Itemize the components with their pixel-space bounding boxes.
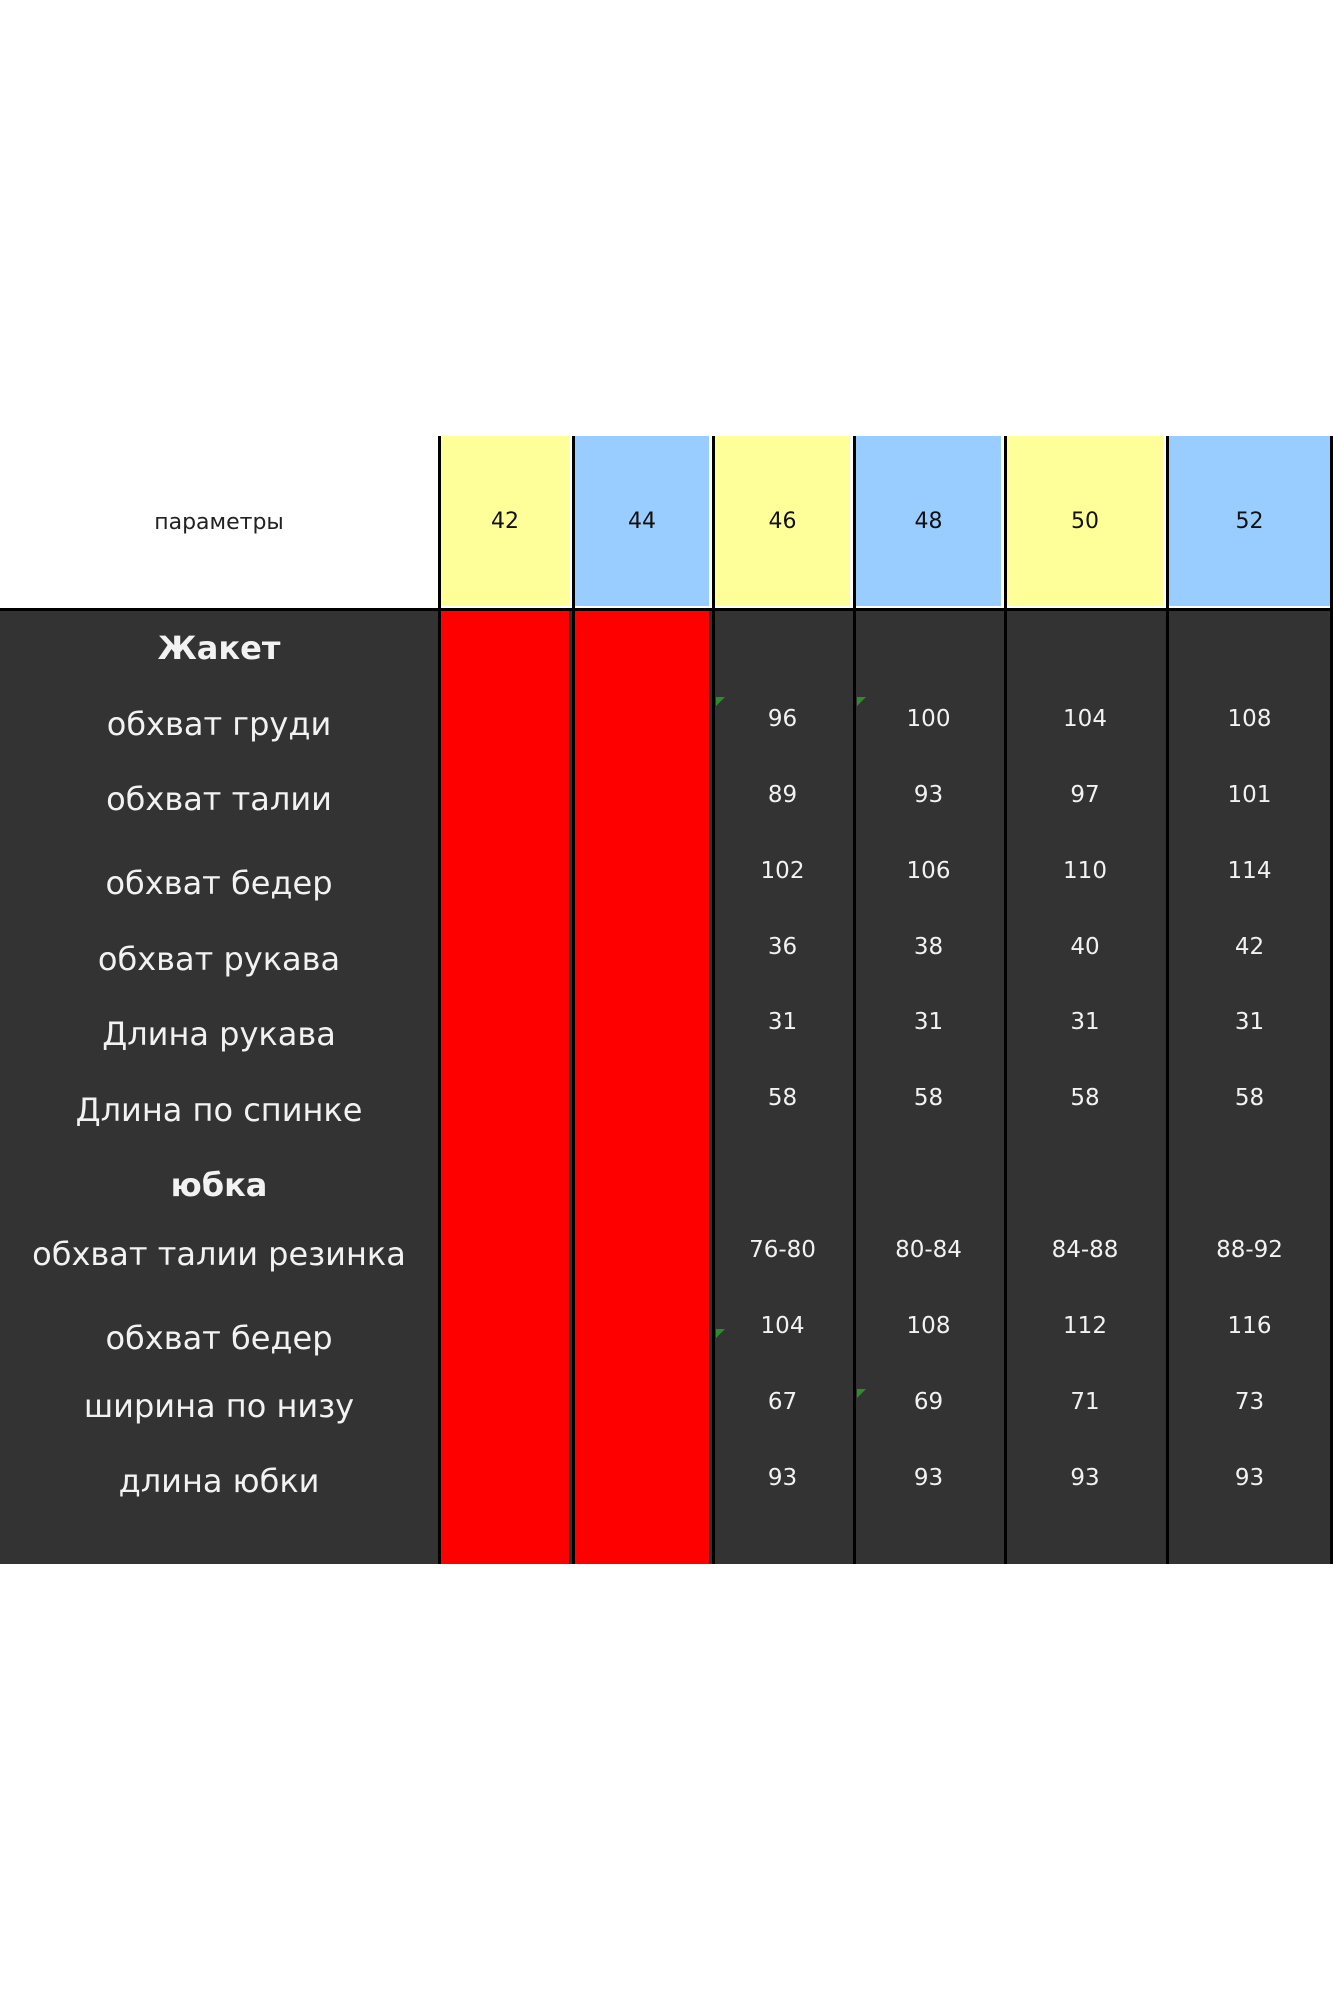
table-cell: 36 [767,934,798,960]
table-cell: 93 [913,1465,944,1491]
table-cell: 31 [913,1009,944,1035]
row-label: Длина рукава [102,1015,336,1053]
table-cell: 93 [913,782,944,808]
table-cell: 108 [1227,706,1272,732]
table-cell: 67 [767,1389,798,1415]
size-header-50: 50 [1007,436,1163,606]
table-cell: 106 [906,858,951,884]
comment-marker-icon [716,1329,725,1338]
table-body: Жакет обхват груди 96 100 104 108 обхват талии… [0,611,1333,1564]
table-cell: 93 [767,1465,798,1491]
table-cell: 101 [1227,782,1272,808]
table-cell: 93 [1234,1465,1265,1491]
table-cell: 110 [1063,858,1107,884]
table-cell: 108 [906,1313,951,1339]
table-cell: 76-80 [749,1237,816,1263]
comment-marker-icon [857,697,866,706]
table-cell: 116 [1227,1313,1272,1339]
table-cell: 84-88 [1051,1237,1119,1263]
unavailable-size-column [575,611,709,1564]
table-header-row: параметры 42 44 46 48 50 52 [0,436,1333,608]
table-cell: 58 [913,1085,944,1111]
comment-marker-icon [716,697,725,706]
table-cell: 96 [767,706,798,732]
table-cell: 40 [1070,934,1100,960]
row-label: обхват талии [106,780,332,818]
table-cell: 58 [767,1085,798,1111]
table-cell: 104 [1063,706,1107,732]
row-label: ширина по низу [83,1387,355,1425]
column-separator [1166,436,1169,1564]
table-cell: 102 [760,858,805,884]
table-cell: 97 [1070,782,1100,808]
table-cell: 114 [1227,858,1272,884]
column-separator [712,436,715,1564]
table-cell: 42 [1234,934,1265,960]
header-divider [0,608,1333,611]
table-cell: 89 [767,782,798,808]
table-cell: 58 [1070,1085,1100,1111]
table-cell: 100 [906,706,951,732]
row-label: Длина по спинке [75,1091,363,1129]
column-separator [1330,436,1333,1564]
table-cell: 58 [1234,1085,1265,1111]
column-separator [853,436,856,1564]
table-cell: 31 [1070,1009,1100,1035]
row-label: длина юбки [118,1462,320,1500]
section-heading: юбка [170,1166,268,1204]
table-cell: 71 [1070,1389,1100,1415]
unavailable-size-column [441,611,569,1564]
size-header-52: 52 [1169,436,1330,606]
table-cell: 73 [1234,1389,1265,1415]
size-header-46: 46 [715,436,850,606]
table-cell: 80-84 [895,1237,962,1263]
size-header-44: 44 [575,436,709,606]
row-label: обхват рукава [97,940,341,978]
table-cell: 31 [1234,1009,1265,1035]
size-header-48: 48 [856,436,1001,606]
table-cell: 38 [913,934,944,960]
table-cell: 69 [913,1389,944,1415]
row-label: обхват груди [106,705,332,743]
comment-marker-icon [857,1389,866,1398]
table-cell: 112 [1063,1313,1107,1339]
column-separator [572,436,575,1564]
row-label: обхват бедер [105,864,333,902]
row-label: обхват бедер [105,1319,333,1357]
section-heading: Жакет [157,629,281,667]
column-separator [438,436,441,1564]
table-cell: 93 [1070,1465,1100,1491]
table-cell: 31 [767,1009,798,1035]
column-separator [1004,436,1007,1564]
table-cell: 88-92 [1216,1237,1283,1263]
header-parameters-label: параметры [154,509,284,535]
size-header-42: 42 [441,436,569,606]
size-chart-table: параметры 42 44 46 48 50 52 Жакет обхват … [0,436,1333,1564]
row-label: обхват талии резинка [32,1235,406,1273]
table-cell: 104 [760,1313,805,1339]
